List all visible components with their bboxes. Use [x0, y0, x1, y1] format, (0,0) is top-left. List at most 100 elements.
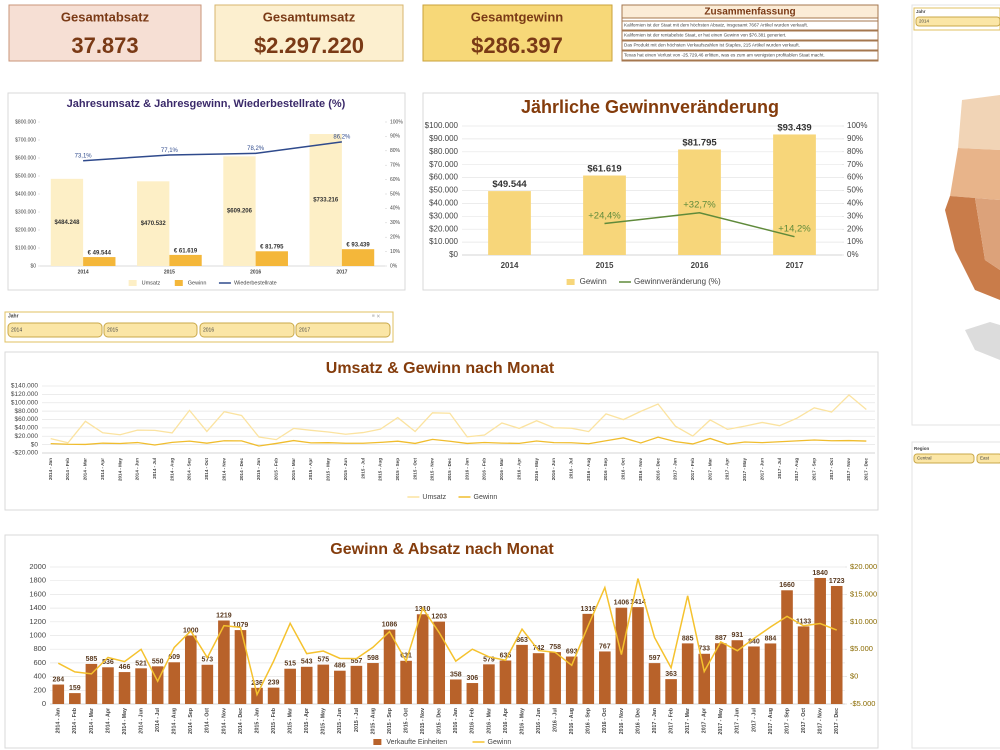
- x-tick-label: 2017 - Jun: [735, 708, 741, 734]
- data-label: 236: [251, 680, 263, 687]
- data-label: 884: [765, 635, 777, 642]
- y-tick-label: $500.000: [15, 173, 36, 179]
- x-tick-label: 2014 - Jul: [152, 458, 157, 479]
- bar: [565, 656, 578, 704]
- y-tick-label: $90.000: [429, 134, 458, 143]
- slicer-item[interactable]: 2014: [11, 327, 22, 333]
- x-tick-label: 2016 - Oct: [621, 458, 626, 480]
- x-tick-label: 2017 - May: [718, 708, 724, 735]
- y-tick-label: 1800: [29, 576, 46, 585]
- slicer-item[interactable]: 2015: [107, 327, 118, 333]
- x-tick-label: 2015 - Jan: [254, 708, 260, 733]
- data-label: 1840: [812, 570, 828, 577]
- x-tick-label: 2014 - May: [117, 458, 122, 481]
- summary-row: [621, 20, 879, 31]
- chart-title: Umsatz & Gewinn nach Monat: [326, 360, 555, 377]
- x-tick-label: 2017 - Dec: [834, 708, 840, 734]
- slicer-item[interactable]: 2017: [299, 327, 310, 333]
- map-region: [945, 196, 1000, 300]
- slicer-title: Jahr: [916, 9, 926, 14]
- x-tick-label: 2017 - Jun: [759, 458, 764, 480]
- slicer-item[interactable]: 2014: [919, 19, 930, 24]
- x-tick-label: 2017: [336, 269, 347, 275]
- y-tick-label: 1000: [29, 630, 46, 639]
- y-tick-label: $50.000: [429, 186, 458, 195]
- bar: [781, 590, 793, 704]
- y2-tick-label: 0%: [390, 263, 398, 269]
- x-tick-label: 2015 - May: [321, 708, 327, 735]
- x-tick-label: 2014 - Apr: [105, 708, 111, 733]
- kpi-card: [214, 4, 404, 62]
- x-tick-label: 2015 - Apr: [308, 458, 313, 480]
- x-tick-label: 2016: [691, 261, 709, 270]
- data-label: 78,2%: [247, 146, 265, 152]
- x-tick-label: 2015 - Sep: [387, 708, 393, 734]
- x-tick-label: 2014 - Jan: [56, 708, 62, 733]
- y-tick-label: 800: [33, 644, 46, 653]
- legend-label: Wiederbestellrate: [234, 280, 277, 286]
- chart-title: Jahresumsatz & Jahresgewinn, Wiederbeste…: [67, 98, 346, 110]
- x-tick-label: 2017 - Jan: [652, 708, 658, 733]
- slicer-item[interactable]: East: [980, 456, 990, 461]
- y-tick-label: $0: [31, 441, 39, 448]
- x-tick-label: 2017 - Apr: [725, 458, 730, 480]
- bar: [549, 652, 561, 704]
- slicer-button[interactable]: [915, 16, 1000, 27]
- slicer-title: Region: [914, 446, 930, 451]
- x-tick-label: 2015 - Jun: [343, 458, 348, 480]
- data-label: 1086: [382, 622, 398, 629]
- map-region: [950, 148, 1000, 200]
- x-tick-label: 2016 - Dec: [655, 458, 660, 481]
- bar: [583, 175, 626, 255]
- y-tick-label: $40.000: [429, 199, 458, 208]
- x-tick-label: 2017 - Jul: [777, 458, 782, 479]
- x-tick-label: 2015 - Apr: [304, 708, 310, 733]
- data-label: 159: [69, 685, 81, 692]
- data-label: $61.619: [587, 163, 621, 174]
- bar: [334, 670, 346, 704]
- slicer-icon[interactable]: ≡ ⨯: [372, 313, 381, 319]
- data-label: 597: [649, 655, 661, 662]
- data-label: 598: [367, 655, 379, 662]
- y-tick-label: $60.000: [15, 416, 39, 423]
- data-label: 557: [351, 658, 363, 665]
- slicer-item[interactable]: 2016: [203, 327, 214, 333]
- bar: [648, 663, 661, 704]
- y-tick-label: $140.000: [11, 383, 38, 390]
- y2-tick-label: 40%: [847, 199, 863, 208]
- x-tick-label: 2017 - Oct: [829, 458, 834, 480]
- y-tick-label: $600.000: [15, 155, 36, 161]
- slicer-button[interactable]: [913, 453, 975, 464]
- y2-tick-label: 50%: [847, 186, 863, 195]
- bar: [764, 643, 777, 704]
- data-label: 358: [450, 671, 462, 678]
- slicer-button[interactable]: [199, 322, 295, 338]
- slicer-button[interactable]: [103, 322, 198, 338]
- x-tick-label: 2017 - Sep: [784, 708, 790, 734]
- slicer-button[interactable]: [295, 322, 391, 338]
- bar: [300, 666, 313, 704]
- y2-tick-label: 90%: [390, 134, 401, 140]
- y2-tick-label: $20.000: [850, 562, 877, 571]
- data-label: 693: [566, 648, 578, 655]
- data-label: 767: [599, 643, 611, 650]
- slicer-button[interactable]: [7, 322, 103, 338]
- x-tick-label: 2016 - Aug: [569, 708, 575, 734]
- data-label: 86,2%: [333, 135, 351, 141]
- x-tick-label: 2016 - Nov: [638, 458, 643, 481]
- bar: [317, 664, 330, 704]
- x-tick-label: 2017 - May: [742, 458, 747, 481]
- summary-row: [621, 50, 879, 61]
- x-tick-label: 2014 - Nov: [221, 458, 226, 481]
- y2-tick-label: 40%: [390, 206, 401, 212]
- chart-panel: [4, 351, 879, 511]
- legend-label: Verkaufte Einheiten: [386, 739, 447, 746]
- slicer-item[interactable]: Central: [917, 456, 932, 461]
- y2-tick-label: $10.000: [850, 617, 877, 626]
- bar: [168, 662, 181, 704]
- slicer-button[interactable]: [976, 453, 1000, 464]
- bar: [151, 666, 164, 704]
- x-tick-label: 2015: [164, 269, 175, 275]
- line: [50, 394, 867, 444]
